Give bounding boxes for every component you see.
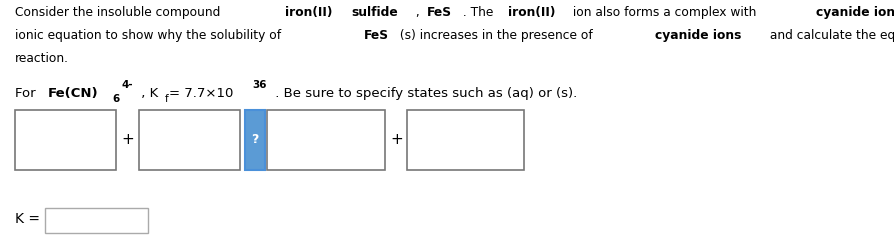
Text: cyanide ions: cyanide ions <box>654 29 740 42</box>
Text: , K: , K <box>137 87 158 100</box>
Text: ionic equation to show why the solubility of: ionic equation to show why the solubilit… <box>15 29 285 42</box>
Text: 36: 36 <box>252 80 266 90</box>
Text: FeS: FeS <box>363 29 388 42</box>
Text: cyanide ions: cyanide ions <box>815 6 894 19</box>
Text: Fe(CN): Fe(CN) <box>47 87 97 100</box>
Text: FeS: FeS <box>426 6 451 19</box>
FancyBboxPatch shape <box>266 110 384 170</box>
Text: (s) increases in the presence of: (s) increases in the presence of <box>395 29 595 42</box>
FancyBboxPatch shape <box>407 110 523 170</box>
FancyBboxPatch shape <box>245 110 265 170</box>
Text: and calculate the equilibrium constant for this: and calculate the equilibrium constant f… <box>765 29 894 42</box>
FancyBboxPatch shape <box>139 110 240 170</box>
FancyBboxPatch shape <box>45 208 148 233</box>
Text: ion also forms a complex with: ion also forms a complex with <box>569 6 760 19</box>
Text: f: f <box>164 94 168 104</box>
Text: . Be sure to specify states such as (aq) or (s).: . Be sure to specify states such as (aq)… <box>271 87 577 100</box>
Text: . The: . The <box>459 6 497 19</box>
Text: iron(II): iron(II) <box>508 6 555 19</box>
Text: Consider the insoluble compound: Consider the insoluble compound <box>15 6 224 19</box>
Text: sulfide: sulfide <box>351 6 398 19</box>
Text: +: + <box>122 132 134 147</box>
Text: +: + <box>390 132 402 147</box>
Text: iron(II): iron(II) <box>285 6 333 19</box>
Text: K =: K = <box>15 212 40 226</box>
Text: = 7.7×10: = 7.7×10 <box>169 87 233 100</box>
Text: 6: 6 <box>113 94 120 104</box>
FancyBboxPatch shape <box>15 110 116 170</box>
Text: reaction.: reaction. <box>15 52 69 65</box>
Text: ?: ? <box>251 133 258 146</box>
Text: 4-: 4- <box>122 80 133 90</box>
Text: ,: , <box>411 6 423 19</box>
Text: For: For <box>15 87 40 100</box>
